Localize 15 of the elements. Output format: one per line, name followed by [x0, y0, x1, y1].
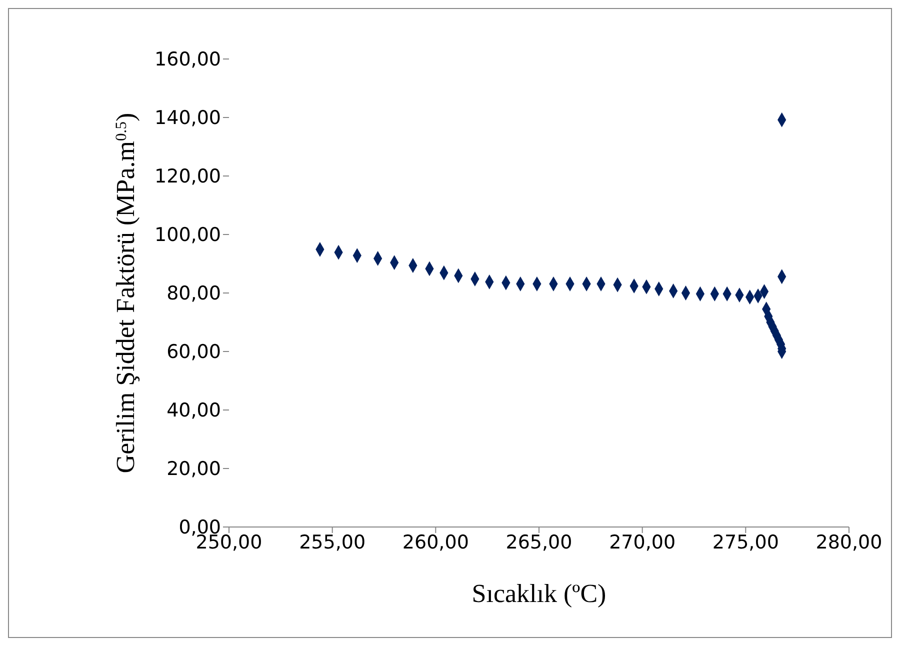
y-tick-label: 60,00	[166, 341, 221, 364]
x-axis-title: Sıcaklık (ºC)	[472, 579, 606, 608]
y-tick-label: 20,00	[166, 458, 221, 480]
y-tick-label: 80,00	[166, 282, 221, 305]
x-tick-label: 265,00	[506, 531, 572, 554]
y-tick-label: 100,00	[154, 224, 221, 246]
y-tick-label: 40,00	[166, 400, 221, 422]
x-tick-label: 280,00	[816, 531, 882, 554]
x-tick-label: 270,00	[609, 531, 676, 554]
x-tick-label: 260,00	[402, 531, 469, 554]
y-tick-label: 160,00	[154, 48, 221, 71]
y-tick-label: 120,00	[154, 166, 221, 188]
y-tick-label: 140,00	[154, 107, 221, 130]
x-tick-label: 275,00	[712, 531, 779, 554]
x-tick-label: 255,00	[299, 531, 366, 554]
